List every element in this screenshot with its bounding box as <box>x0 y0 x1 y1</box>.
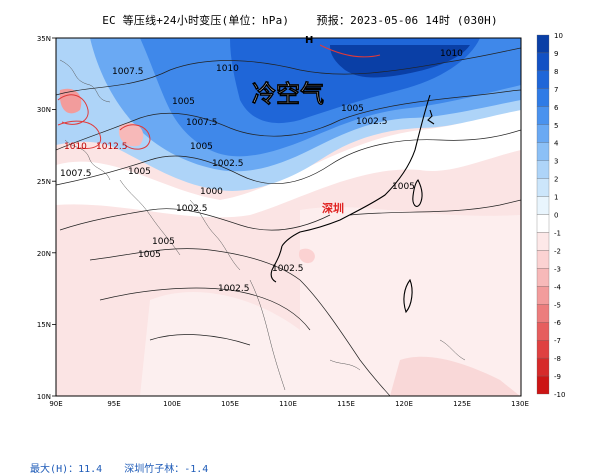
contour-label: 1007.5 <box>186 118 218 128</box>
rise-contours <box>57 44 381 150</box>
colorbar-swatch <box>536 375 550 395</box>
latitude-labels: 35N 30N 25N 20N 15N 10N <box>37 35 51 401</box>
colorbar-swatch <box>536 52 550 72</box>
colorbar-label: -8 <box>554 355 561 363</box>
lon-label: 110E <box>279 400 297 408</box>
lon-label: 120E <box>395 400 413 408</box>
colorbar-swatch <box>536 196 550 215</box>
colorbar-label: 6 <box>554 104 559 112</box>
colorbar-label: 7 <box>554 86 558 94</box>
lat-label: 20N <box>37 250 51 258</box>
colorbar-label: -5 <box>554 301 561 309</box>
colorbar-swatch <box>536 286 550 305</box>
lon-label: 95E <box>107 400 120 408</box>
colorbar-label: -1 <box>554 229 561 237</box>
lon-label: 130E <box>511 400 529 408</box>
colorbar-swatch <box>536 142 550 161</box>
lon-label: 125E <box>453 400 471 408</box>
colorbar-label: 1 <box>554 194 558 202</box>
colorbar-swatch <box>536 232 550 251</box>
colorbar-label: -4 <box>554 283 562 291</box>
lat-label: 30N <box>37 106 51 114</box>
colorbar-swatch <box>536 357 550 377</box>
contour-label: 1007.5 <box>60 169 92 179</box>
site-value-label: 深圳竹子林：-1.4 <box>124 464 209 475</box>
colorbar-label: -6 <box>554 319 562 327</box>
colorbar-label: -7 <box>554 337 561 345</box>
colorbar-label: -10 <box>554 391 565 399</box>
lat-label: 35N <box>37 35 51 43</box>
axis-ticks <box>52 37 56 397</box>
colorbar-label: 2 <box>554 176 558 184</box>
colorbar-swatch <box>536 250 550 269</box>
lat-label: 15N <box>37 321 51 329</box>
colorbar-label: 3 <box>554 158 558 166</box>
contour-label: 1002.5 <box>212 159 244 169</box>
city-annotation: 深圳 <box>322 201 344 215</box>
lon-label: 105E <box>221 400 239 408</box>
contour-label: 1010 <box>440 49 463 59</box>
lat-label: 25N <box>37 178 51 186</box>
colorbar-swatch <box>536 178 550 197</box>
contour-label: 1000 <box>200 187 223 197</box>
colorbar-label: -2 <box>554 247 561 255</box>
lon-label: 100E <box>163 400 181 408</box>
colorbar-label: 4 <box>554 140 559 148</box>
contour-label: 1002.5 <box>356 117 388 127</box>
high-pressure-marker: H <box>305 35 313 46</box>
contour-label: 1005 <box>138 250 161 260</box>
colorbar-label: 9 <box>554 50 558 58</box>
contour-label: 1002.5 <box>272 264 304 274</box>
contour-label: 1005 <box>341 104 364 114</box>
shaded-field <box>56 38 521 396</box>
colorbar-swatch <box>536 322 550 341</box>
map-frame <box>55 37 522 397</box>
colorbar-label: 5 <box>554 122 558 130</box>
contour-label: 1005 <box>392 182 415 192</box>
contour-label: 1007.5 <box>112 67 144 77</box>
lon-label: 90E <box>49 400 62 408</box>
contour-label: 1012.5 <box>96 142 128 152</box>
longitude-labels: 90E 95E 100E 105E 110E 115E 120E 125E 13… <box>49 400 529 408</box>
colorbar-swatch <box>536 88 550 107</box>
max-value-label: 最大(H)：11.4 <box>30 464 103 475</box>
contour-labels: 1007.5 1010 1005 1007.5 1010 1012.5 1005… <box>60 49 463 294</box>
colorbar-swatch <box>536 268 550 287</box>
colorbar-swatch <box>536 160 550 179</box>
contour-label: 1005 <box>128 167 151 177</box>
terrain-contours <box>59 59 466 391</box>
contour-label: 1002.5 <box>218 284 250 294</box>
contour-label: 1005 <box>152 237 175 247</box>
map-title: EC 等压线+24小时变压(单位：hPa) 预报：2023-05-06 14时 … <box>102 14 498 27</box>
contour-label: 1002.5 <box>176 204 208 214</box>
colorbar-swatch <box>536 214 550 233</box>
colorbar-swatch <box>536 34 550 54</box>
lon-label: 115E <box>337 400 355 408</box>
cold-air-annotation: 冷空气 <box>252 80 324 108</box>
colorbar-swatch <box>536 124 550 143</box>
colorbar-label: -3 <box>554 265 561 273</box>
colorbar-swatch <box>536 304 550 323</box>
footer-stats: 最大(H)：11.4 深圳竹子林：-1.4 <box>18 449 230 475</box>
contour-label: 1010 <box>64 142 87 152</box>
colorbar-swatch <box>536 106 550 125</box>
contour-label: 1005 <box>172 97 195 107</box>
lat-label: 10N <box>37 393 51 401</box>
colorbar-label: -9 <box>554 373 561 381</box>
contour-label: 1010 <box>216 64 239 74</box>
colorbar-label: 10 <box>554 32 563 40</box>
colorbar-swatch <box>536 70 550 90</box>
coastline <box>270 94 435 314</box>
isobar-contours <box>56 47 521 396</box>
colorbar-label: 0 <box>554 212 558 220</box>
contour-label: 1005 <box>190 142 213 152</box>
colorbar-label: 8 <box>554 68 558 76</box>
colorbar-swatch <box>536 339 550 359</box>
